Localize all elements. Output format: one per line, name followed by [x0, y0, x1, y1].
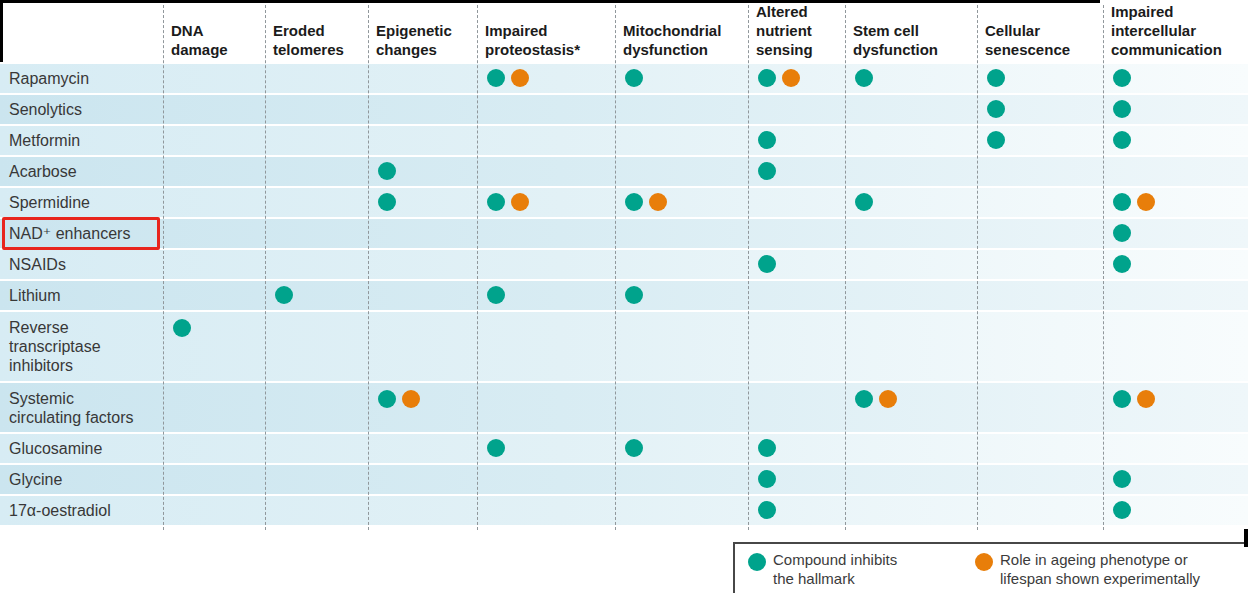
- teal-dot: [1113, 131, 1131, 149]
- teal-dot: [1113, 390, 1131, 408]
- table-row: Systemic circulating factors: [0, 383, 1248, 432]
- row-label: Glucosamine: [0, 439, 102, 458]
- column-header: Mitochondrial dysfunction: [623, 0, 746, 62]
- table-row: Rapamycin: [0, 64, 1248, 93]
- orange-dot: [1137, 193, 1155, 211]
- teal-dot: [758, 439, 776, 457]
- teal-dot: [487, 286, 505, 304]
- column-header: Stem cell dysfunction: [853, 0, 975, 62]
- table-row: Senolytics: [0, 95, 1248, 124]
- column-divider: [845, 5, 846, 530]
- teal-dot: [758, 255, 776, 273]
- teal-dot: [855, 69, 873, 87]
- legend-orange-label: Role in ageing phenotype or lifespan sho…: [1000, 550, 1200, 588]
- teal-dot: [1113, 470, 1131, 488]
- teal-dot: [275, 286, 293, 304]
- column-header: Eroded telomeres: [273, 0, 366, 62]
- row-label: Senolytics: [0, 100, 82, 119]
- teal-dot: [487, 69, 505, 87]
- highlight-box: [2, 217, 160, 250]
- column-divider: [368, 5, 369, 530]
- table-row: 17α-oestradiol: [0, 496, 1248, 525]
- hallmarks-compounds-matrix: Compound inhibits the hallmark Role in a…: [0, 0, 1248, 593]
- legend: Compound inhibits the hallmark Role in a…: [733, 542, 1248, 593]
- row-label: 17α-oestradiol: [0, 501, 111, 520]
- teal-dot: [625, 193, 643, 211]
- row-label: Systemic circulating factors: [0, 389, 134, 427]
- teal-dot: [487, 193, 505, 211]
- column-divider: [748, 5, 749, 530]
- teal-dot: [1113, 69, 1131, 87]
- teal-dot: [625, 69, 643, 87]
- teal-dot: [987, 131, 1005, 149]
- table-row: NSAIDs: [0, 250, 1248, 279]
- teal-dot: [625, 286, 643, 304]
- figure-border-top: [0, 0, 1100, 3]
- column-divider: [265, 5, 266, 530]
- teal-dot: [378, 390, 396, 408]
- orange-dot: [1137, 390, 1155, 408]
- teal-dot: [855, 390, 873, 408]
- teal-dot: [987, 100, 1005, 118]
- teal-dot: [855, 193, 873, 211]
- orange-dot: [879, 390, 897, 408]
- figure-border-left: [0, 0, 3, 62]
- teal-dot: [987, 69, 1005, 87]
- column-divider: [477, 5, 478, 530]
- teal-dot: [1113, 255, 1131, 273]
- row-label: Rapamycin: [0, 69, 89, 88]
- column-divider: [1103, 5, 1104, 530]
- teal-dot: [1113, 224, 1131, 242]
- table-row: Lithium: [0, 281, 1248, 310]
- column-header: Impaired proteostasis*: [485, 0, 613, 62]
- table-row: NAD⁺ enhancers: [0, 219, 1248, 248]
- teal-dot: [625, 439, 643, 457]
- teal-dot: [378, 162, 396, 180]
- orange-dot: [782, 69, 800, 87]
- orange-dot: [511, 69, 529, 87]
- row-label: NSAIDs: [0, 255, 66, 274]
- table-row: Acarbose: [0, 157, 1248, 186]
- row-label: Spermidine: [0, 193, 90, 212]
- teal-dot: [758, 470, 776, 488]
- row-label: Lithium: [0, 286, 61, 305]
- teal-dot: [758, 162, 776, 180]
- column-header: Epigenetic changes: [376, 0, 475, 62]
- teal-dot: [1113, 100, 1131, 118]
- column-divider: [163, 5, 164, 530]
- table-row: Glucosamine: [0, 434, 1248, 463]
- figure-border-right: [1244, 529, 1248, 547]
- row-label: Reverse transcriptase inhibitors: [0, 318, 101, 375]
- teal-dot: [487, 439, 505, 457]
- orange-dot: [649, 193, 667, 211]
- orange-dot: [402, 390, 420, 408]
- table-row: Spermidine: [0, 188, 1248, 217]
- teal-dot: [758, 501, 776, 519]
- teal-dot: [173, 319, 191, 337]
- row-label: Acarbose: [0, 162, 77, 181]
- legend-orange-dot: [975, 553, 993, 571]
- teal-dot: [1113, 193, 1131, 211]
- row-label: Metformin: [0, 131, 80, 150]
- table-row: Metformin: [0, 126, 1248, 155]
- orange-dot: [511, 193, 529, 211]
- teal-dot: [1113, 501, 1131, 519]
- legend-teal-dot: [748, 553, 766, 571]
- teal-dot: [758, 69, 776, 87]
- column-divider: [615, 5, 616, 530]
- row-label: Glycine: [0, 470, 62, 489]
- teal-dot: [758, 131, 776, 149]
- column-header: Impaired intercellular communication: [1111, 0, 1246, 62]
- teal-dot: [378, 193, 396, 211]
- column-divider: [977, 5, 978, 530]
- column-header: Altered nutrient sensing: [756, 0, 843, 62]
- table-row: Glycine: [0, 465, 1248, 494]
- column-header: Cellular senescence: [985, 0, 1101, 62]
- column-header: DNA damage: [171, 0, 263, 62]
- legend-teal-label: Compound inhibits the hallmark: [773, 550, 897, 588]
